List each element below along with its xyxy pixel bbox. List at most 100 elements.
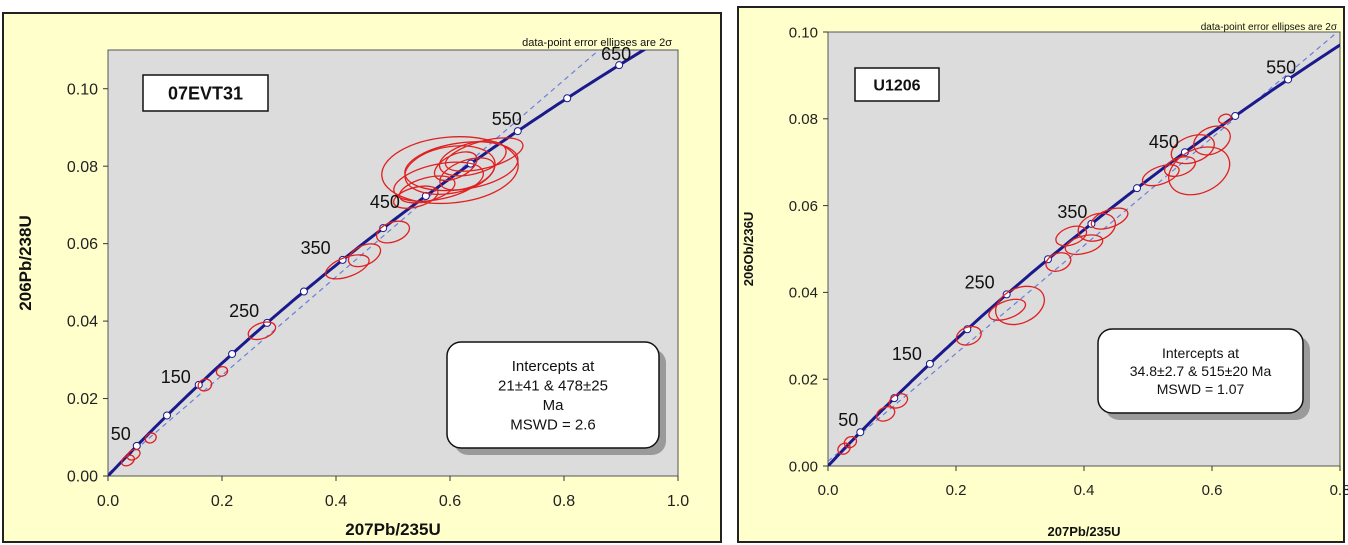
- x-tick-label: 0.4: [1074, 482, 1095, 499]
- concordia-panel-left: 0.0 0.2 0.4 0.6 0.8 1.0 0.00 0.02 0.04 0.06 0.08 0.…: [2, 12, 722, 543]
- y-tick-label: 0.04: [789, 285, 818, 302]
- error-ellipse: [444, 137, 524, 172]
- intercept-line: 21±41 & 478±25: [498, 378, 608, 395]
- concordia-age-label: 550: [492, 109, 522, 129]
- x-tick-label: 0.2: [946, 482, 967, 499]
- sample-id-box: [854, 67, 940, 102]
- concordia-age-marker: [1231, 111, 1240, 120]
- error-ellipse: [325, 254, 370, 280]
- x-tick-label: 0.6: [1202, 482, 1223, 499]
- intercept-line: Ma: [543, 397, 564, 414]
- concordia-age-marker: [299, 287, 308, 296]
- concordia-panel-right: 0.0 0.2 0.4 0.6 0.8 0.00 0.02 0.04 0.06 0.08 0.10 2…: [737, 6, 1348, 543]
- y-axis-title: 206Pb/238U: [16, 215, 35, 310]
- error-ellipse: [375, 220, 411, 244]
- concordia-age-marker: [670, 28, 677, 35]
- error-ellipse: [247, 321, 277, 341]
- error-ellipse: [433, 151, 478, 182]
- concordia-age-marker: [1284, 75, 1293, 84]
- error-ellipse: [120, 454, 135, 467]
- error-ellipse: [1077, 212, 1117, 242]
- y-tick-label: 0.02: [67, 391, 98, 408]
- error-ellipse: [393, 161, 485, 202]
- error-ellipse: [392, 185, 439, 209]
- x-tick-label: 0.0: [97, 493, 119, 510]
- error-ellipse: [843, 435, 858, 449]
- concordia-age-label: 550: [1266, 57, 1296, 77]
- concordia-age-marker: [132, 441, 141, 450]
- error-ellipse: [1141, 164, 1180, 187]
- error-ellipse: [381, 136, 519, 205]
- concordia-age-label: 50: [838, 410, 858, 430]
- error-ellipse: [1170, 134, 1215, 165]
- y-tick-label: 0.10: [67, 81, 98, 98]
- sample-id: U1206: [873, 77, 920, 94]
- error-ellipse: [875, 406, 896, 422]
- error-ellipse: [1090, 207, 1129, 230]
- concordia-age-marker: [925, 359, 934, 368]
- error-ellipse: [144, 432, 157, 444]
- concordia-age-marker: [615, 61, 624, 70]
- concordia-age-label: 450: [1149, 132, 1179, 152]
- y-tick-label: 0.00: [789, 458, 818, 475]
- error-ellipse: [837, 442, 851, 455]
- intercept-box: [1097, 328, 1304, 414]
- plot-content: [828, 32, 1340, 466]
- concordia-age-label: 450: [370, 192, 400, 212]
- intercept-line: Intercepts at: [512, 358, 595, 375]
- ellipse-note: data-point error ellipses are 2σ: [522, 37, 672, 49]
- y-tick-label: 0.02: [789, 371, 818, 388]
- concordia-chart-left: 0.0 0.2 0.4 0.6 0.8 1.0 0.00 0.02 0.04 0.06 0.08 0.…: [16, 37, 689, 539]
- error-ellipse: [1055, 225, 1088, 247]
- concordia-age-marker: [162, 411, 171, 420]
- y-axis-title: 206Ob/236U: [741, 212, 756, 286]
- x-axis-title: 207Pb/235U: [345, 520, 440, 539]
- concordia-age-label: 50: [111, 424, 131, 444]
- concordia-age-marker: [856, 428, 865, 437]
- x-tick-label: 0.6: [439, 493, 461, 510]
- y-tick-label: 0.10: [789, 24, 818, 41]
- intercept-line: Intercepts at: [1162, 345, 1239, 361]
- error-ellipse: [888, 393, 909, 409]
- concordia-age-label: 150: [892, 344, 922, 364]
- concordia-age-label: 250: [229, 301, 259, 321]
- y-tick-label: 0.04: [67, 314, 98, 331]
- intercept-box: [446, 341, 660, 449]
- error-ellipse: [1193, 125, 1231, 156]
- y-tick-label: 0.00: [67, 469, 98, 486]
- x-tick-label: 0.8: [553, 493, 575, 510]
- x-tick-label: 1.0: [667, 493, 689, 510]
- error-ellipse: [438, 140, 507, 177]
- x-tick-label: 0.8: [1330, 482, 1348, 499]
- error-ellipse: [1168, 146, 1231, 196]
- error-ellipse: [439, 157, 495, 191]
- concordia-age-marker: [263, 318, 272, 327]
- intercept-line: 34.8±2.7 & 515±20 Ma: [1130, 363, 1272, 379]
- x-tick-label: 0.2: [211, 493, 233, 510]
- concordia-age-label: 150: [161, 367, 191, 387]
- sample-id: 07EVT31: [168, 83, 243, 103]
- x-tick-label: 0.4: [325, 493, 347, 510]
- ellipse-note: data-point error ellipses are 2σ: [1201, 22, 1338, 33]
- concordia-age-marker: [379, 224, 388, 233]
- concordia-age-marker: [1132, 184, 1141, 193]
- concordia-age-marker: [563, 94, 572, 103]
- concordia-age-label: 650: [601, 44, 631, 64]
- y-tick-label: 0.08: [67, 159, 98, 176]
- error-ellipse: [1164, 156, 1196, 178]
- error-ellipse: [1217, 113, 1232, 125]
- concordia-age-label: 350: [1057, 202, 1087, 222]
- plot-content: [108, 28, 677, 476]
- error-ellipse: [398, 175, 456, 204]
- error-ellipse: [995, 285, 1045, 326]
- error-ellipse: [1045, 252, 1072, 272]
- x-tick-label: 0.0: [818, 482, 839, 499]
- error-ellipse: [215, 366, 229, 377]
- error-ellipse: [955, 325, 982, 346]
- y-tick-label: 0.06: [789, 198, 818, 215]
- intercept-line: MSWD = 1.07: [1157, 381, 1245, 397]
- concordia-age-marker: [513, 127, 522, 136]
- concordia-chart-right: 0.0 0.2 0.4 0.6 0.8 0.00 0.02 0.04 0.06 0.08 0.10 2…: [741, 22, 1348, 539]
- x-axis-title: 207Pb/235U: [1048, 524, 1121, 539]
- error-ellipse: [197, 378, 213, 392]
